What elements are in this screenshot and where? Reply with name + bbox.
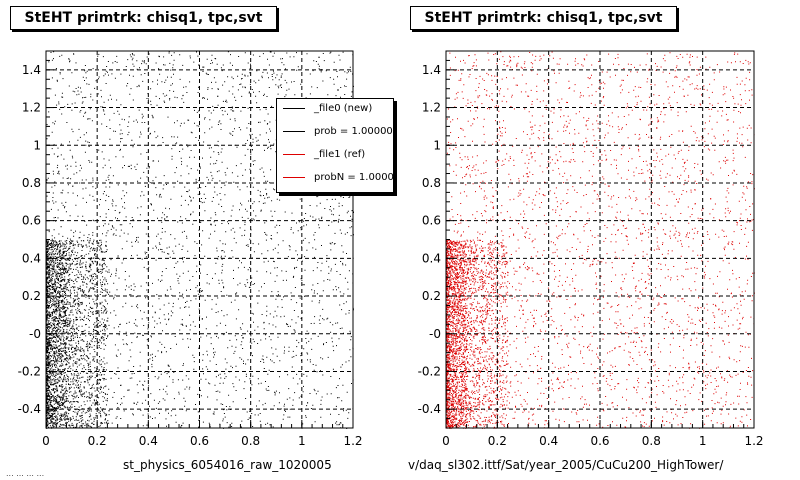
left-panel-title: StEHT primtrk: chisq1, tpc,svt — [10, 6, 277, 30]
left-x-axis-label: st_physics_6054016_raw_1020005 — [123, 458, 332, 472]
legend-entry-file0: _file0 (new) — [277, 99, 393, 119]
x-tick-label: 0.2 — [488, 434, 507, 448]
legend-label-file0: _file0 (new) — [314, 103, 373, 114]
x-tick-label: 0.2 — [88, 434, 107, 448]
y-tick-label: 0.6 — [422, 214, 441, 228]
y-tick-label: 0.4 — [422, 251, 441, 265]
legend-swatch-file0 — [283, 108, 305, 109]
y-tick-label: 0.8 — [422, 176, 441, 190]
y-tick-label: 0.8 — [22, 176, 41, 190]
y-tick-label: -0.4 — [18, 402, 41, 416]
x-tick-label: 1.2 — [343, 434, 362, 448]
x-tick-label: 1 — [699, 434, 707, 448]
y-tick-label: 0.4 — [22, 251, 41, 265]
y-tick-label: -0 — [29, 327, 41, 341]
y-tick-label: 1.4 — [22, 63, 41, 77]
legend-entry-file1: _file1 (ref) — [277, 145, 393, 165]
x-tick-label: 1 — [298, 434, 306, 448]
y-tick-label: 0.6 — [22, 214, 41, 228]
legend-label-file1: _file1 (ref) — [314, 149, 366, 160]
legend-swatch-file1 — [283, 154, 305, 155]
x-tick-label: 0.8 — [642, 434, 661, 448]
legend-swatch-prob — [283, 131, 305, 132]
x-tick-label: 0.8 — [241, 434, 260, 448]
x-tick-label: 0.4 — [539, 434, 558, 448]
right-panel-title: StEHT primtrk: chisq1, tpc,svt — [410, 6, 677, 30]
legend-entry-prob: prob = 1.000000 — [277, 122, 394, 142]
legend-swatch-probn — [283, 177, 305, 178]
y-tick-label: 0.2 — [422, 289, 441, 303]
y-tick-label: 1.2 — [22, 101, 41, 115]
y-tick-label: -0.2 — [18, 364, 41, 378]
y-tick-label: 1.2 — [422, 101, 441, 115]
y-tick-label: 1 — [33, 138, 41, 152]
y-tick-label: -0.2 — [418, 364, 441, 378]
legend-box: _file0 (new) prob = 1.000000 _file1 (ref… — [276, 98, 394, 193]
y-tick-label: -0.4 — [418, 402, 441, 416]
x-tick-label: 0.6 — [590, 434, 609, 448]
y-tick-label: 1 — [433, 138, 441, 152]
legend-label-probn: probN = 1.000000 — [314, 172, 394, 183]
legend-label-prob: prob = 1.000000 — [314, 126, 394, 137]
y-tick-label: -0 — [429, 327, 441, 341]
y-tick-label: 1.4 — [422, 63, 441, 77]
y-tick-label: 0.2 — [22, 289, 41, 303]
x-tick-label: 0 — [442, 434, 450, 448]
x-tick-label: 1.2 — [744, 434, 763, 448]
x-tick-label: 0.4 — [139, 434, 158, 448]
scatter-points-right — [446, 51, 755, 429]
legend-entry-probn: probN = 1.000000 — [277, 168, 394, 188]
x-tick-label: 0.6 — [190, 434, 209, 448]
x-tick-label: 0 — [42, 434, 50, 448]
footer-stamp: ... ... ... ... — [6, 469, 45, 478]
right-x-axis-label: v/daq_sl302.ittf/Sat/year_2005/CuCu200_H… — [408, 458, 724, 472]
